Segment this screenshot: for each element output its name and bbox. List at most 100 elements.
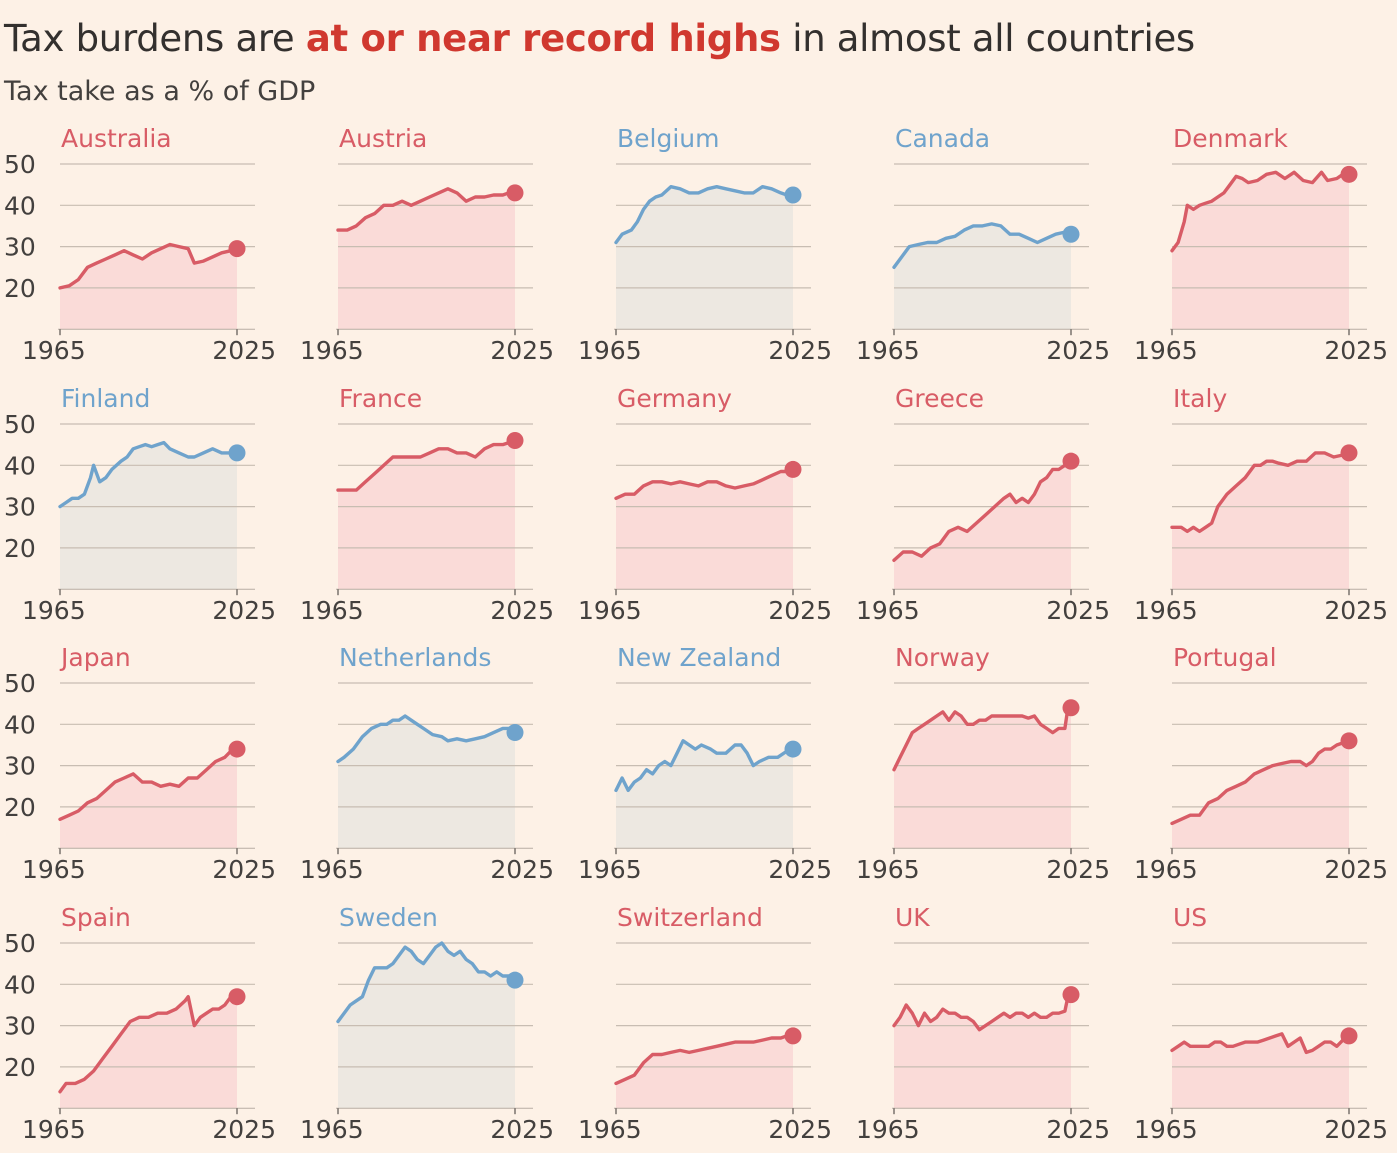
series-line-uk: [892, 992, 1073, 1032]
area-switzerland: [616, 1035, 793, 1109]
x-tick-label: 1965: [578, 1115, 642, 1144]
title-part-before: Tax burdens are: [4, 17, 306, 60]
series-line-canada: [892, 222, 1073, 269]
x-tick-label: 2025: [212, 336, 276, 365]
x-tick-label: 1965: [1134, 596, 1198, 625]
area-new-zealand: [616, 740, 793, 849]
x-tick-label: 2025: [490, 336, 554, 365]
x-tick-label: 1965: [856, 336, 920, 365]
x-tick-label: 1965: [1134, 336, 1198, 365]
area-uk: [894, 994, 1071, 1109]
panel-belgium: 1965 2025 Belgium: [578, 124, 832, 365]
series-line-austria: [336, 187, 517, 232]
series-line-germany: [614, 467, 795, 500]
series-line-new-zealand: [614, 739, 795, 793]
panel-germany: 1965 2025 Germany: [578, 384, 832, 625]
area-france: [338, 440, 515, 590]
panel-title-japan: Japan: [59, 643, 131, 672]
panel-title-australia: Australia: [61, 124, 172, 153]
panel-title-switzerland: Switzerland: [617, 903, 763, 932]
panel-title-germany: Germany: [617, 384, 732, 413]
end-point-japan: [228, 740, 246, 758]
x-tick-label: 1965: [856, 855, 920, 884]
x-tick-label: 1965: [1134, 1115, 1198, 1144]
y-tick-label: 30: [4, 233, 36, 262]
panel-title-new-zealand: New Zealand: [617, 643, 781, 672]
end-point-finland: [228, 444, 246, 462]
end-point-portugal: [1340, 732, 1358, 750]
end-point-sweden: [506, 971, 524, 989]
panel-netherlands: 1965 2025 Netherlands: [300, 643, 554, 884]
end-point-australia: [228, 240, 246, 258]
series-line-greece: [892, 459, 1073, 562]
panel-title-sweden: Sweden: [339, 903, 438, 932]
area-germany: [616, 469, 793, 590]
series-line-spain: [58, 995, 239, 1094]
x-tick-label: 1965: [300, 1115, 364, 1144]
x-tick-label: 2025: [1324, 596, 1388, 625]
panel-title-finland: Finland: [61, 384, 150, 413]
x-tick-label: 1965: [1134, 855, 1198, 884]
y-tick-label: 40: [4, 191, 36, 220]
x-tick-label: 1965: [578, 596, 642, 625]
panel-greece: 1965 2025 Greece: [856, 384, 1110, 625]
x-tick-label: 1965: [22, 855, 86, 884]
x-tick-label: 2025: [1046, 855, 1110, 884]
area-australia: [60, 244, 237, 330]
x-tick-label: 2025: [1046, 1115, 1110, 1144]
y-tick-label: 40: [4, 710, 36, 739]
area-finland: [60, 442, 237, 590]
x-tick-label: 2025: [490, 855, 554, 884]
x-tick-label: 1965: [856, 596, 920, 625]
panel-portugal: 1965 2025 Portugal: [1134, 643, 1388, 884]
series-line-sweden: [336, 941, 517, 1024]
panel-japan: 50 40 30 20 1965 2025 Japan: [4, 643, 276, 884]
x-tick-label: 2025: [1324, 1115, 1388, 1144]
y-tick-label: 30: [4, 493, 36, 522]
x-tick-label: 1965: [300, 596, 364, 625]
end-point-france: [506, 432, 524, 450]
panel-norway: 1965 2025 Norway: [856, 643, 1110, 884]
series-line-switzerland: [614, 1034, 795, 1086]
end-point-denmark: [1340, 165, 1358, 183]
area-greece: [894, 461, 1071, 590]
area-portugal: [1172, 740, 1349, 849]
x-tick-label: 2025: [1046, 596, 1110, 625]
x-tick-label: 2025: [1324, 336, 1388, 365]
area-japan: [60, 749, 237, 849]
panel-switzerland: 1965 2025 Switzerland: [578, 903, 832, 1144]
end-point-canada: [1062, 225, 1080, 243]
x-tick-label: 2025: [1046, 336, 1110, 365]
panel-canada: 1965 2025 Canada: [856, 124, 1110, 365]
y-tick-label: 50: [4, 410, 36, 439]
x-tick-label: 1965: [856, 1115, 920, 1144]
y-tick-label: 40: [4, 970, 36, 999]
panel-title-belgium: Belgium: [617, 124, 720, 153]
x-tick-label: 2025: [490, 596, 554, 625]
panel-title-denmark: Denmark: [1173, 124, 1288, 153]
panel-france: 1965 2025 France: [300, 384, 554, 625]
series-line-norway: [892, 706, 1073, 772]
chart-title: Tax burdens are at or near record highs …: [4, 14, 1195, 64]
title-highlight: at or near record highs: [305, 17, 781, 60]
x-tick-label: 2025: [768, 336, 832, 365]
x-tick-label: 2025: [768, 1115, 832, 1144]
panel-title-spain: Spain: [61, 903, 131, 932]
end-point-uk: [1062, 986, 1080, 1004]
y-tick-label: 50: [4, 669, 36, 698]
panel-title-italy: Italy: [1173, 384, 1227, 413]
x-tick-label: 2025: [490, 1115, 554, 1144]
x-tick-label: 2025: [1324, 855, 1388, 884]
x-tick-label: 1965: [22, 1115, 86, 1144]
end-point-belgium: [784, 186, 802, 204]
end-point-greece: [1062, 452, 1080, 470]
end-point-netherlands: [506, 724, 524, 742]
area-canada: [894, 223, 1071, 330]
end-point-norway: [1062, 699, 1080, 717]
y-tick-label: 30: [4, 752, 36, 781]
end-point-new-zealand: [784, 740, 802, 758]
panel-australia: 50 40 30 20 1965 2025 Australia: [4, 124, 276, 365]
x-tick-label: 1965: [300, 855, 364, 884]
panel-title-canada: Canada: [895, 124, 990, 153]
end-point-italy: [1340, 444, 1358, 462]
